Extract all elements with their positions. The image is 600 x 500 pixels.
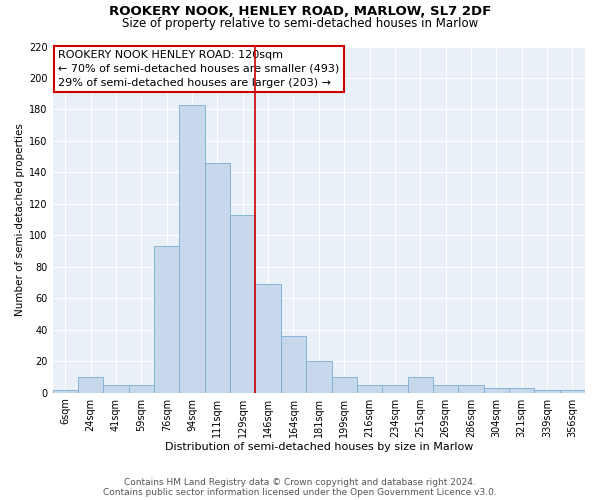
Bar [78, 377, 103, 392]
Bar [382, 385, 407, 392]
Bar [357, 385, 382, 392]
Bar [205, 163, 230, 392]
Bar [458, 385, 484, 392]
Bar [306, 361, 332, 392]
Bar [281, 336, 306, 392]
Bar [154, 246, 179, 392]
Bar [230, 215, 256, 392]
Text: ROOKERY NOOK HENLEY ROAD: 120sqm
← 70% of semi-detached houses are smaller (493): ROOKERY NOOK HENLEY ROAD: 120sqm ← 70% o… [58, 50, 339, 88]
Bar [53, 390, 78, 392]
Text: ROOKERY NOOK, HENLEY ROAD, MARLOW, SL7 2DF: ROOKERY NOOK, HENLEY ROAD, MARLOW, SL7 2… [109, 5, 491, 18]
Bar [433, 385, 458, 392]
Y-axis label: Number of semi-detached properties: Number of semi-detached properties [15, 123, 25, 316]
Bar [509, 388, 535, 392]
Bar [560, 390, 585, 392]
Bar [103, 385, 129, 392]
Bar [332, 377, 357, 392]
Bar [484, 388, 509, 392]
Text: Contains public sector information licensed under the Open Government Licence v3: Contains public sector information licen… [103, 488, 497, 497]
Bar [256, 284, 281, 393]
Text: Contains HM Land Registry data © Crown copyright and database right 2024.: Contains HM Land Registry data © Crown c… [124, 478, 476, 487]
Text: Size of property relative to semi-detached houses in Marlow: Size of property relative to semi-detach… [122, 18, 478, 30]
X-axis label: Distribution of semi-detached houses by size in Marlow: Distribution of semi-detached houses by … [164, 442, 473, 452]
Bar [535, 390, 560, 392]
Bar [179, 104, 205, 393]
Bar [129, 385, 154, 392]
Bar [407, 377, 433, 392]
